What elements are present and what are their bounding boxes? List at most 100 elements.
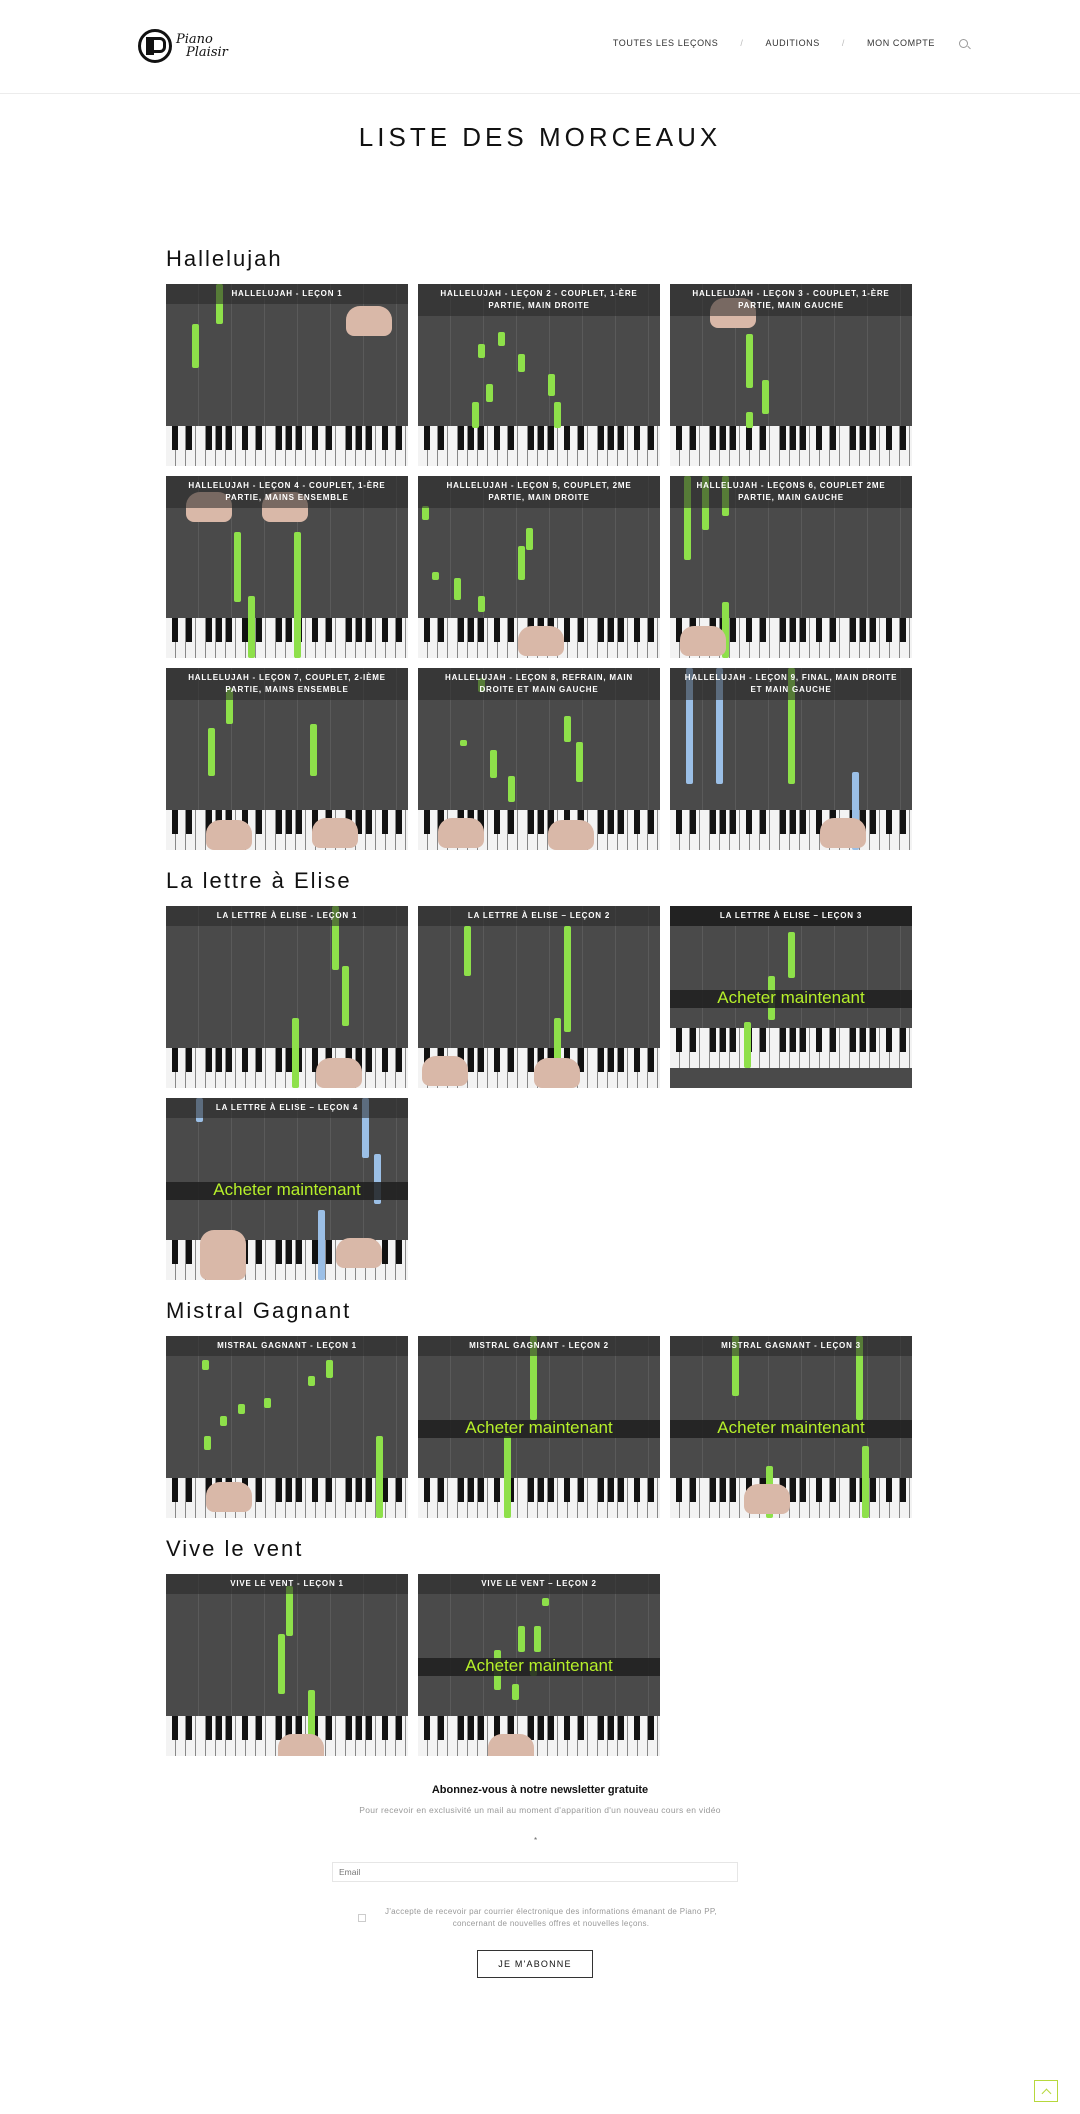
- lesson-thumbnail[interactable]: Hallelujah - Leçon 7, couplet, 2-ième pa…: [166, 668, 408, 850]
- note-bar: [746, 412, 753, 428]
- note-bar: [264, 1398, 271, 1408]
- lesson-thumbnail[interactable]: Hallelujah - Leçon 5, couplet, 2me parti…: [418, 476, 660, 658]
- lesson-thumbnail[interactable]: Acheter maintenant Vive le vent – Leçon …: [418, 1574, 660, 1756]
- lesson-thumbnail[interactable]: Hallelujah - Leçons 6, couplet 2me parti…: [670, 476, 912, 658]
- buy-now-overlay[interactable]: Acheter maintenant: [418, 1418, 660, 1438]
- lesson-caption: La lettre à Elise - Leçon 1: [166, 906, 408, 926]
- note-bar: [686, 668, 693, 784]
- note-bar: [342, 966, 349, 1026]
- lesson-thumbnail[interactable]: Mistral Gagnant - Leçon 1: [166, 1336, 408, 1518]
- note-bar: [490, 750, 497, 778]
- newsletter-description: Pour recevoir en exclusivité un mail au …: [359, 1805, 721, 1815]
- lesson-caption: Mistral Gagnant - Leçon 3: [670, 1336, 912, 1356]
- note-bar: [464, 926, 471, 976]
- lesson-thumbnail[interactable]: Acheter maintenant La lettre à Elise – L…: [670, 906, 912, 1088]
- piano-keys: [166, 426, 408, 466]
- note-bar: [498, 332, 505, 346]
- note-bar: [472, 402, 479, 428]
- lesson-thumbnail[interactable]: Vive le vent - Leçon 1: [166, 1574, 408, 1756]
- site-logo[interactable]: Piano Plaisir: [138, 26, 228, 66]
- buy-now-label: Acheter maintenant: [717, 988, 865, 1007]
- note-bar: [460, 740, 467, 746]
- lesson-caption: Hallelujah - Leçon 5, couplet, 2me parti…: [418, 476, 660, 508]
- lesson-thumbnail[interactable]: Acheter maintenant Mistral Gagnant - Leç…: [670, 1336, 912, 1518]
- buy-now-overlay[interactable]: Acheter maintenant: [418, 1657, 660, 1676]
- email-input[interactable]: [332, 1862, 738, 1882]
- note-bar: [716, 668, 723, 784]
- lesson-caption: Mistral Gagnant - Leçon 1: [166, 1336, 408, 1356]
- lesson-thumbnail[interactable]: Hallelujah - Leçon 4 - Couplet, 1-ère pa…: [166, 476, 408, 658]
- note-bar: [332, 906, 339, 970]
- logo-text: Piano Plaisir: [176, 32, 228, 60]
- page-title: LISTE DES MORCEAUX: [358, 122, 722, 152]
- lesson-thumbnail[interactable]: Hallelujah - Leçon 8, refrain, main droi…: [418, 668, 660, 850]
- lesson-caption: Vive le vent - Leçon 1: [166, 1574, 408, 1594]
- lesson-thumbnail[interactable]: Hallelujah - Leçon 9, final, main droite…: [670, 668, 912, 850]
- site-header: Piano Plaisir Toutes les leçons / Auditi…: [0, 0, 1080, 94]
- note-bar: [278, 1634, 285, 1694]
- main-nav: Toutes les leçons / Auditions / Mon comp…: [613, 38, 968, 48]
- search-icon[interactable]: [959, 38, 968, 48]
- subscribe-button[interactable]: Je m'abonne: [477, 1950, 593, 1978]
- piano-keys: [418, 1716, 660, 1756]
- hand-image: [518, 626, 564, 656]
- note-bar: [454, 578, 461, 600]
- note-bar: [564, 926, 571, 1032]
- nav-mon-compte[interactable]: Mon compte: [867, 38, 935, 48]
- note-bar: [518, 1626, 525, 1652]
- hand-image: [438, 818, 484, 848]
- buy-now-overlay[interactable]: Acheter maintenant: [670, 1419, 912, 1438]
- lesson-thumbnail[interactable]: Acheter maintenant Mistral Gagnant - Leç…: [418, 1336, 660, 1518]
- note-bar: [292, 1018, 299, 1088]
- section-title-lettre-a-elise: La lettre à Elise: [166, 868, 352, 893]
- consent-checkbox[interactable]: [358, 1914, 366, 1922]
- note-bar: [192, 324, 199, 368]
- piano-keys: [418, 426, 660, 466]
- note-bar: [788, 668, 795, 784]
- piano-keys: [670, 426, 912, 466]
- lesson-thumbnail[interactable]: Hallelujah - Leçon 3 - Couplet, 1-ère pa…: [670, 284, 912, 466]
- hand-image: [744, 1484, 790, 1514]
- note-bar: [374, 1154, 381, 1204]
- note-bar: [762, 380, 769, 414]
- nav-toutes-les-lecons[interactable]: Toutes les leçons: [612, 38, 719, 48]
- hand-image: [200, 1230, 246, 1280]
- note-bar: [478, 596, 485, 612]
- note-bar: [202, 1360, 209, 1370]
- section-title-vive-le-vent: Vive le vent: [166, 1536, 304, 1561]
- note-bar: [548, 374, 555, 396]
- buy-now-label: Acheter maintenant: [465, 1418, 613, 1437]
- hand-image: [488, 1734, 534, 1756]
- buy-now-overlay[interactable]: Acheter maintenant: [166, 1181, 408, 1200]
- hand-image: [206, 1482, 252, 1512]
- note-bar: [684, 476, 691, 560]
- note-bar: [744, 1022, 751, 1068]
- video-frame: [418, 1336, 660, 1478]
- lesson-thumbnail[interactable]: Hallelujah - Leçon 2 - Couplet, 1-ère pa…: [418, 284, 660, 466]
- note-bar: [486, 384, 493, 402]
- hand-image: [422, 1056, 468, 1086]
- back-to-top-icon[interactable]: [1034, 2080, 1058, 2102]
- hand-image: [534, 1058, 580, 1088]
- lesson-caption: La lettre à Elise – Leçon 2: [418, 906, 660, 926]
- lesson-thumbnail[interactable]: La lettre à Elise - Leçon 1: [166, 906, 408, 1088]
- lesson-thumbnail[interactable]: La lettre à Elise – Leçon 2: [418, 906, 660, 1088]
- video-frame: [418, 906, 660, 1048]
- note-bar: [310, 724, 317, 776]
- note-bar: [554, 402, 561, 428]
- note-bar: [788, 932, 795, 978]
- lesson-caption: Hallelujah - Leçon 9, final, main droite…: [670, 668, 912, 700]
- piano-keys: [670, 1478, 912, 1518]
- note-bar: [542, 1598, 549, 1606]
- note-bar: [526, 528, 533, 550]
- hand-image: [316, 1058, 362, 1088]
- piano-keys: [418, 1478, 660, 1518]
- lesson-thumbnail[interactable]: Acheter maintenant La lettre à Elise – L…: [166, 1098, 408, 1280]
- note-bar: [204, 1436, 211, 1450]
- nav-auditions[interactable]: Auditions: [765, 38, 820, 48]
- lesson-thumbnail[interactable]: Hallelujah - Leçon 1: [166, 284, 408, 466]
- hand-image: [548, 820, 594, 850]
- piano-keys: [670, 810, 912, 850]
- buy-now-overlay[interactable]: Acheter maintenant: [670, 988, 912, 1008]
- note-bar: [852, 772, 859, 850]
